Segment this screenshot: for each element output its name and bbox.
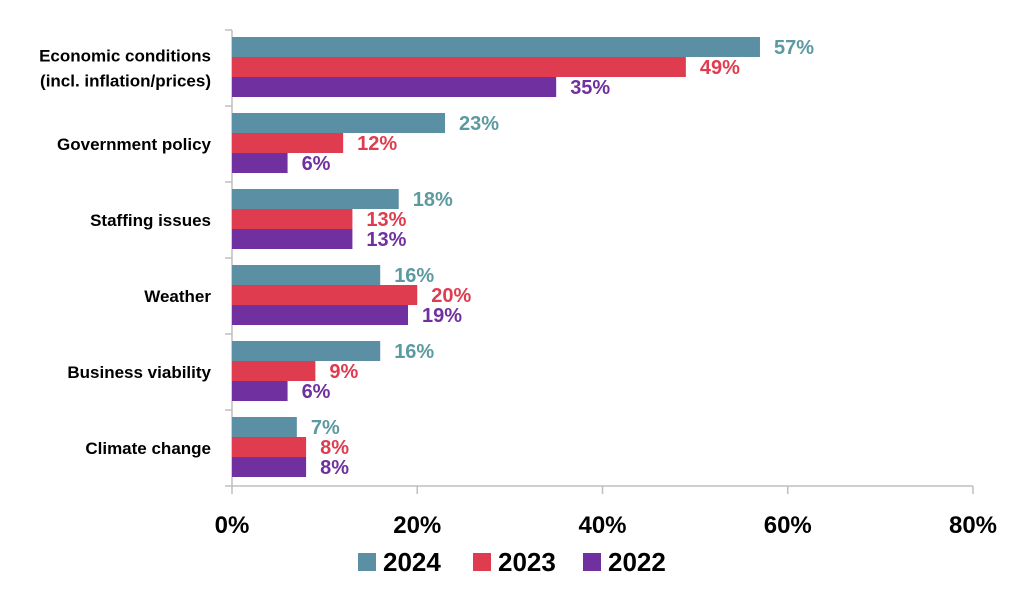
x-tick-label: 80% [949, 512, 997, 539]
data-label-2023: 20% [431, 285, 471, 307]
bar-2023 [232, 57, 686, 77]
data-label-2024: 16% [394, 341, 434, 363]
bar-2022 [232, 229, 353, 249]
legend-swatch-2022 [583, 553, 601, 571]
x-tick-label: 20% [393, 512, 441, 539]
bar-2023 [232, 285, 418, 305]
plot-area: 0% 20% 40% 60% 80% Economic conditions (incl. … [39, 29, 997, 539]
bar-2023 [232, 133, 344, 153]
x-tick-label: 60% [764, 512, 812, 539]
category-label: Weather [144, 287, 211, 306]
data-label-2023: 13% [366, 209, 406, 231]
bar-2023 [232, 361, 316, 381]
bar-2022 [232, 77, 557, 97]
data-label-2024: 57% [774, 37, 814, 59]
data-label-2024: 7% [311, 417, 340, 439]
category-label: Economic conditions (incl. inflation/pric… [39, 47, 211, 91]
data-label-2023: 49% [700, 57, 740, 79]
legend-swatch-2023 [473, 553, 491, 571]
bar-2024 [232, 113, 446, 133]
data-label-2022: 6% [302, 381, 331, 403]
data-label-2024: 23% [459, 113, 499, 135]
legend-label-2024: 2024 [383, 547, 441, 577]
category-label: Government policy [57, 135, 212, 154]
bar-2024 [232, 189, 399, 209]
legend-label-2022: 2022 [608, 547, 666, 577]
data-label-2023: 8% [320, 437, 349, 459]
bar-2023 [232, 209, 353, 229]
legend: 2024 2023 2022 [358, 547, 666, 577]
data-label-2022: 35% [570, 77, 610, 99]
data-label-2024: 18% [413, 189, 453, 211]
bar-2024 [232, 265, 381, 285]
legend-label-2023: 2023 [498, 547, 556, 577]
bar-2022 [232, 153, 288, 173]
x-tick-label: 40% [578, 512, 626, 539]
bar-2024 [232, 417, 297, 437]
category-label: Business viability [67, 363, 211, 382]
bar-2022 [232, 457, 307, 477]
category-label: Climate change [85, 439, 211, 458]
bar-2024 [232, 341, 381, 361]
data-label-2023: 9% [329, 361, 358, 383]
bar-2022 [232, 305, 408, 325]
x-tick-label: 0% [215, 512, 250, 539]
bar-2022 [232, 381, 288, 401]
bar-2023 [232, 437, 307, 457]
data-label-2024: 16% [394, 265, 434, 287]
data-label-2022: 8% [320, 457, 349, 479]
data-label-2022: 13% [366, 229, 406, 251]
bar-2024 [232, 37, 760, 57]
data-label-2022: 6% [302, 153, 331, 175]
data-label-2022: 19% [422, 305, 462, 327]
legend-swatch-2024 [358, 553, 376, 571]
category-label: Staffing issues [90, 211, 211, 230]
data-label-2023: 12% [357, 133, 397, 155]
